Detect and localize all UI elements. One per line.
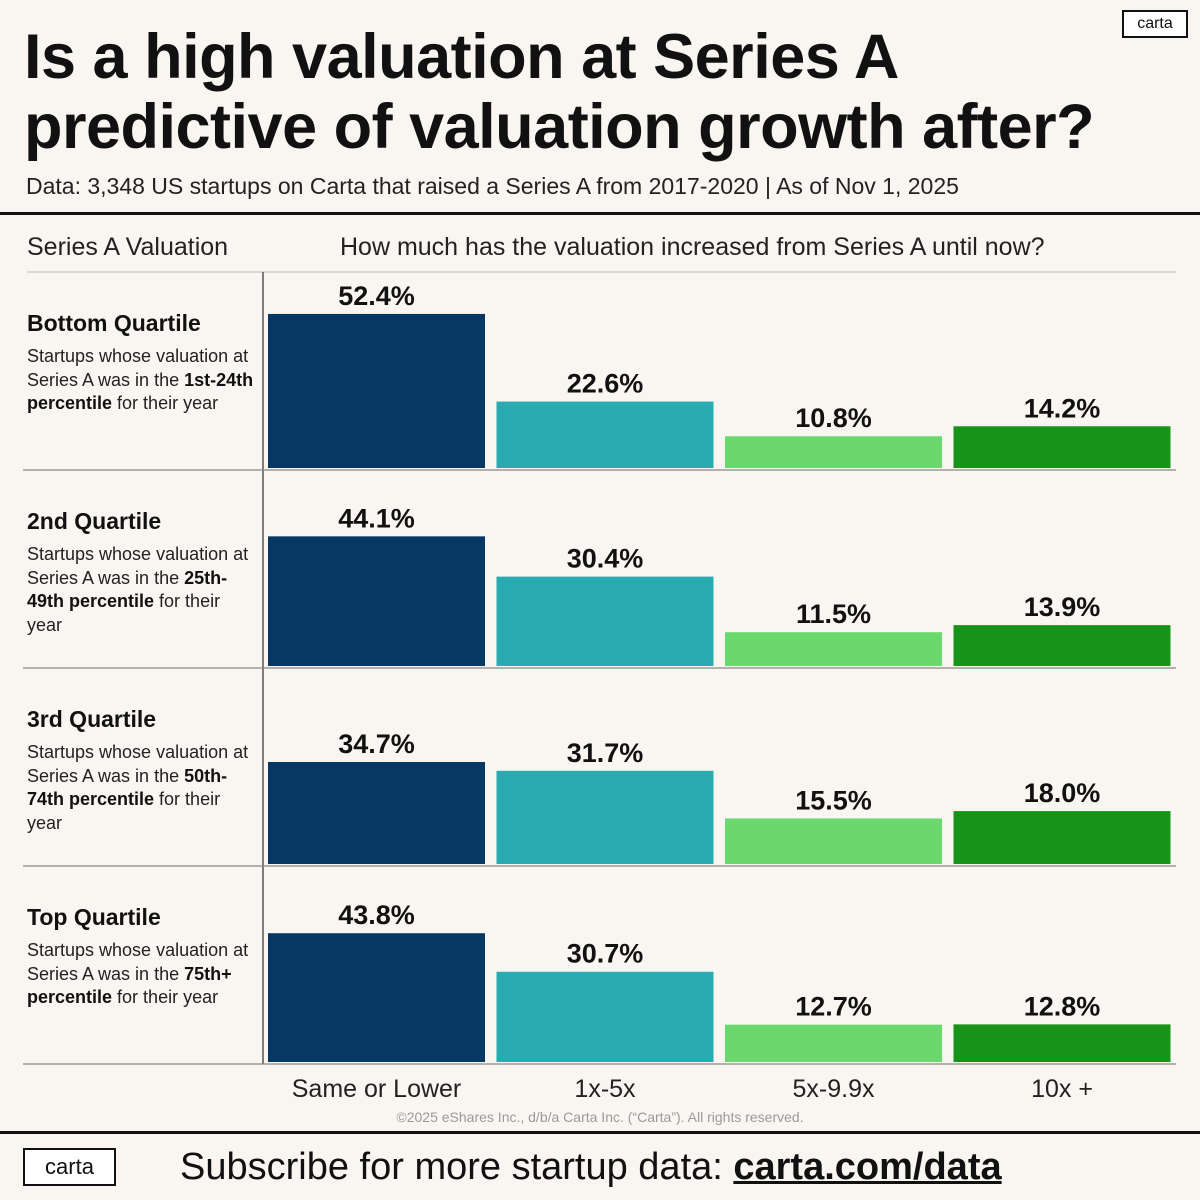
subscribe-cta: Subscribe for more startup data: carta.c… xyxy=(180,1146,1002,1188)
x-tick-label: 1x-5x xyxy=(574,1075,636,1103)
bar-2nd-quartile-10x xyxy=(953,625,1171,666)
bar-bottom-quartile-1x-5x xyxy=(496,401,714,468)
chart-title: Is a high valuation at Series A predicti… xyxy=(24,22,1095,162)
data-label: 44.1% xyxy=(338,503,415,533)
quartile-name: Top Quartile xyxy=(27,904,161,930)
bar-top-quartile-1x-5x xyxy=(496,971,714,1062)
column-header-series-a-valuation: Series A Valuation xyxy=(27,233,229,261)
bar-3rd-quartile-1x-5x xyxy=(496,770,714,864)
quartile-description: Startups whose valuation at Series A was… xyxy=(27,940,249,1007)
row-label-3rd-quartile: 3rd Quartile Startups whose valuation at… xyxy=(27,706,259,835)
quartile-name: 2nd Quartile xyxy=(27,508,162,534)
bottom-divider xyxy=(0,1131,1200,1134)
data-label: 43.8% xyxy=(338,900,415,930)
data-label: 52.4% xyxy=(338,281,415,311)
data-label: 11.5% xyxy=(796,599,871,629)
row-label-top-quartile: Top Quartile Startups whose valuation at… xyxy=(27,904,259,1010)
copyright-notice: ©2025 eShares Inc., d/b/a Carta Inc. (“C… xyxy=(396,1109,804,1125)
quartile-description: Startups whose valuation at Series A was… xyxy=(27,742,249,833)
data-label: 12.8% xyxy=(1024,991,1101,1021)
bar-top-quartile-5x-9-9x xyxy=(725,1024,942,1062)
data-label: 30.7% xyxy=(567,939,644,969)
bar-bottom-quartile-5x-9-9x xyxy=(725,436,942,468)
data-label: 30.4% xyxy=(567,544,644,574)
bar-3rd-quartile-same-or-lower xyxy=(268,761,485,864)
quartile-description: Startups whose valuation at Series A was… xyxy=(27,346,254,413)
bar-2nd-quartile-1x-5x xyxy=(496,576,714,666)
bar-bottom-quartile-10x xyxy=(953,426,1171,468)
bar-3rd-quartile-10x xyxy=(953,811,1171,864)
x-tick-label: Same or Lower xyxy=(292,1075,462,1103)
bar-3rd-quartile-5x-9-9x xyxy=(725,818,942,864)
row-label-2nd-quartile: 2nd Quartile Startups whose valuation at… xyxy=(27,508,259,637)
bar-2nd-quartile-same-or-lower xyxy=(268,536,485,666)
data-label: 22.6% xyxy=(567,369,644,399)
quartile-name: Bottom Quartile xyxy=(27,310,201,336)
bar-2nd-quartile-5x-9-9x xyxy=(725,632,942,666)
quartile-description: Startups whose valuation at Series A was… xyxy=(27,544,249,635)
bar-top-quartile-10x xyxy=(953,1024,1171,1062)
row-label-bottom-quartile: Bottom Quartile Startups whose valuation… xyxy=(27,310,259,416)
data-label: 13.9% xyxy=(1024,592,1101,622)
data-label: 10.8% xyxy=(795,403,872,433)
column-header-valuation-increase: How much has the valuation increased fro… xyxy=(340,233,1045,261)
carta-logo-top: carta xyxy=(1122,10,1188,38)
carta-logo-bottom: carta xyxy=(23,1148,116,1186)
data-label: 15.5% xyxy=(795,785,872,815)
carta-data-link[interactable]: carta.com/data xyxy=(733,1146,1002,1188)
bar-bottom-quartile-same-or-lower xyxy=(268,313,485,468)
bar-top-quartile-same-or-lower xyxy=(268,933,485,1062)
data-label: 18.0% xyxy=(1024,778,1101,808)
quartile-name: 3rd Quartile xyxy=(27,706,157,732)
data-label: 14.2% xyxy=(1024,393,1101,423)
data-label: 34.7% xyxy=(338,729,415,759)
data-label: 31.7% xyxy=(567,738,644,768)
data-label: 12.7% xyxy=(795,992,872,1022)
top-divider xyxy=(0,212,1200,215)
chart-subtitle: Data: 3,348 US startups on Carta that ra… xyxy=(26,173,959,199)
x-tick-label: 10x + xyxy=(1031,1075,1093,1103)
x-tick-label: 5x-9.9x xyxy=(793,1075,875,1103)
